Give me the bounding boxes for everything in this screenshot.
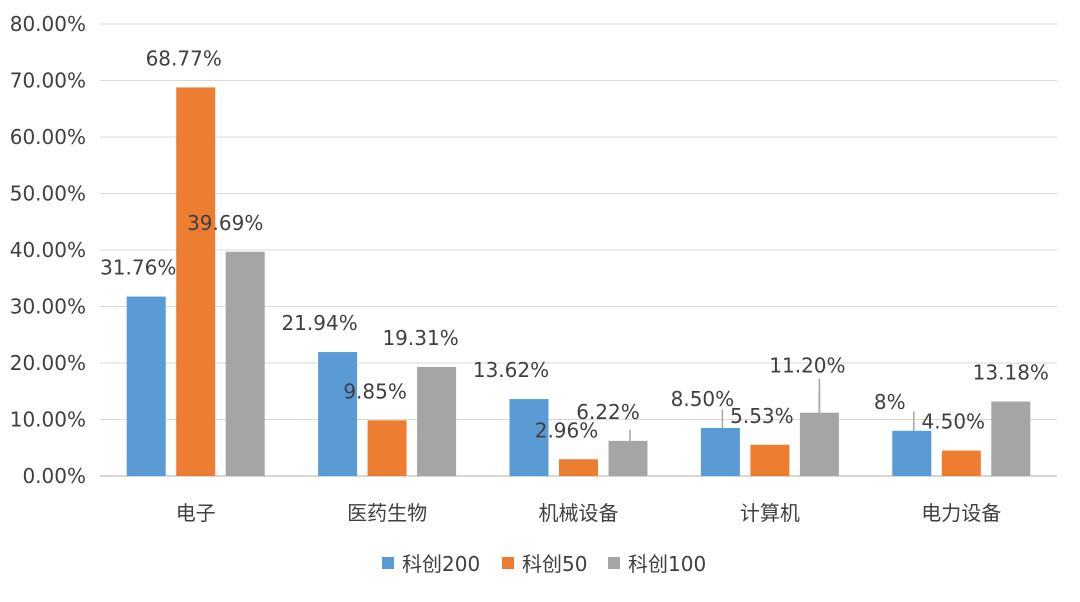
bar-1-2: [318, 352, 358, 476]
data-label: 21.94%: [281, 311, 357, 335]
category-label: 计算机: [740, 501, 800, 525]
bar-2-3: [559, 459, 598, 476]
bar-1-3: [509, 399, 549, 476]
bar-2-4: [750, 444, 790, 476]
data-label: 8.50%: [671, 387, 735, 411]
y-tick-label: 40.00%: [10, 238, 86, 262]
category-label: 电力设备: [921, 501, 1001, 525]
legend-label: 科创200: [402, 552, 480, 576]
legend-swatch: [608, 557, 620, 569]
data-label: 2.96%: [535, 418, 599, 442]
leader-lines: [629, 378, 915, 441]
bar-2-1: [176, 87, 216, 477]
bar-3-3: [608, 440, 648, 476]
y-tick-label: 30.00%: [10, 295, 86, 319]
y-tick-label: 50.00%: [10, 182, 86, 206]
data-label: 31.76%: [100, 256, 176, 280]
legend-label: 科创50: [522, 552, 587, 576]
data-label: 19.31%: [382, 326, 458, 350]
bar-3-5: [991, 401, 1031, 476]
legend: 科创200 科创50 科创100: [382, 552, 706, 576]
bar-3-4: [799, 412, 839, 476]
category-labels: 电子 医药生物 机械设备 计算机 电力设备: [176, 501, 1002, 525]
data-label: 13.18%: [973, 361, 1049, 385]
y-tick-label: 20.00%: [10, 351, 86, 375]
bar-1-5: [892, 430, 932, 476]
bar-3-2: [417, 366, 457, 476]
y-tick-label: 0.00%: [22, 464, 86, 488]
bars: [126, 87, 1031, 477]
data-label: 13.62%: [473, 358, 549, 382]
data-label: 4.50%: [922, 410, 986, 434]
data-labels: 31.76% 68.77% 39.69% 21.94% 9.85% 19.31% 13.62…: [100, 46, 1049, 442]
data-label: 9.85%: [343, 379, 407, 403]
legend-swatch: [382, 557, 394, 569]
bar-3-1: [225, 251, 265, 476]
y-tick-label: 10.00%: [10, 408, 86, 432]
category-label: 机械设备: [539, 501, 619, 525]
data-label: 39.69%: [187, 211, 263, 235]
category-label: 电子: [176, 501, 216, 525]
y-tick-label: 70.00%: [10, 69, 86, 93]
data-label: 6.22%: [576, 400, 640, 424]
data-label: 8%: [874, 390, 906, 414]
y-tick-label: 60.00%: [10, 125, 86, 149]
bar-1-1: [126, 296, 166, 476]
legend-swatch: [502, 557, 514, 569]
data-label: 11.20%: [769, 354, 845, 378]
bar-2-5: [941, 450, 981, 476]
data-label: 68.77%: [146, 46, 222, 70]
data-label: 5.53%: [730, 404, 794, 428]
bar-2-2: [367, 420, 407, 476]
legend-label: 科创100: [628, 552, 706, 576]
y-tick-label: 80.00%: [10, 12, 86, 36]
category-label: 医药生物: [347, 501, 427, 525]
y-axis-ticks: 0.00% 10.00% 20.00% 30.00% 40.00% 50.00% 60.00…: [10, 12, 86, 488]
bar-1-4: [700, 427, 740, 476]
